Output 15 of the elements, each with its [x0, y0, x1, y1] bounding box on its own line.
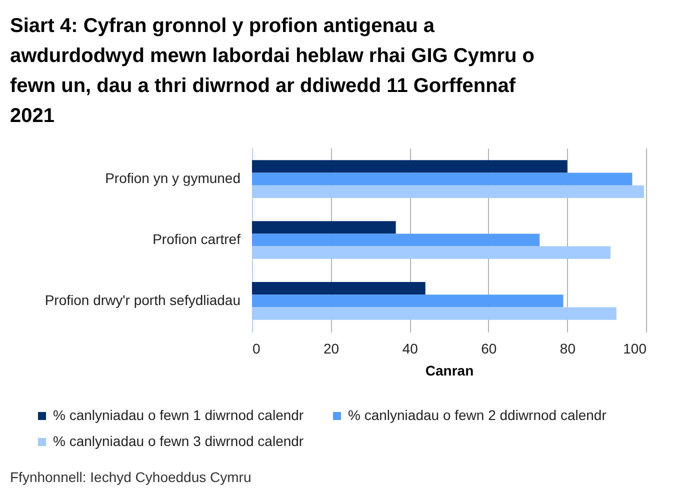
x-tick-label: 100 [623, 340, 647, 356]
legend-label: % canlyniadau o fewn 1 diwrnod calendr [53, 407, 304, 423]
y-tick-label: Profion drwy'r porth sefydliadau [44, 292, 240, 308]
x-tick-label: 0 [252, 340, 260, 356]
chart-title: Siart 4: Cyfran gronnol y profion antigenau a awdurdodwyd mewn labordai heblaw rhai GIG Cymru o fewn un, dau a thri diwrnod ar ddiwedd 11 Gorffennaf 2021 [10, 15, 535, 127]
y-tick-label: Profion yn y gymuned [105, 170, 240, 186]
x-tick-label: 80 [560, 340, 576, 356]
x-tick-label: 60 [481, 340, 497, 356]
y-tick-label: Profion cartref [152, 231, 241, 247]
x-axis-title: Canran [425, 362, 474, 378]
text: Ffynhonnell: Iechyd Cyhoeddus Cymru [10, 469, 252, 485]
x-tick-label: 40 [402, 340, 418, 356]
x-tick-label: 20 [324, 340, 340, 356]
legend-label: % canlyniadau o fewn 3 diwrnod calendr [53, 433, 304, 449]
legend-label: % canlyniadau o fewn 2 ddiwrnod calendr [348, 407, 607, 423]
